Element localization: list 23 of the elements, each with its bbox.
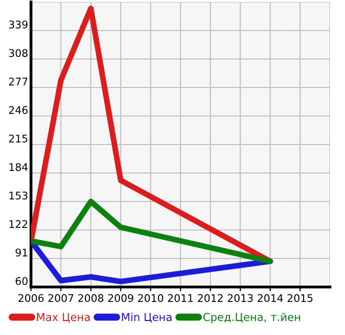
x-tick-label: 2014 bbox=[258, 294, 283, 302]
y-tick-label: 122 bbox=[9, 220, 28, 228]
x-tick-label: 2006 bbox=[18, 294, 44, 302]
x-tick-label: 2009 bbox=[108, 294, 134, 302]
y-tick-label: 60 bbox=[16, 277, 28, 285]
y-tick-label: 277 bbox=[9, 78, 28, 86]
y-tick-label: 91 bbox=[16, 248, 28, 256]
x-tick-label: 2010 bbox=[138, 294, 164, 302]
legend-label: Max Цена bbox=[37, 313, 90, 323]
x-tick-label: 2013 bbox=[228, 294, 253, 302]
x-tick-label: 2011 bbox=[168, 294, 193, 302]
x-tick-label: 2008 bbox=[78, 294, 104, 302]
y-tick-label: 184 bbox=[9, 163, 28, 171]
x-tick-label: 2015 bbox=[288, 294, 312, 302]
legend-label: Min Цена bbox=[122, 312, 172, 323]
y-tick-label: 153 bbox=[9, 192, 28, 200]
y-tick-label: 215 bbox=[9, 134, 28, 142]
x-tick-label: 2007 bbox=[48, 294, 74, 302]
y-tick-label: 246 bbox=[9, 106, 28, 114]
y-tick-label: 339 bbox=[9, 20, 28, 28]
x-tick-label: 2012 bbox=[198, 294, 223, 302]
legend-label: Сред.Цена, т.йен bbox=[203, 312, 300, 324]
y-tick-label: 308 bbox=[9, 49, 28, 57]
